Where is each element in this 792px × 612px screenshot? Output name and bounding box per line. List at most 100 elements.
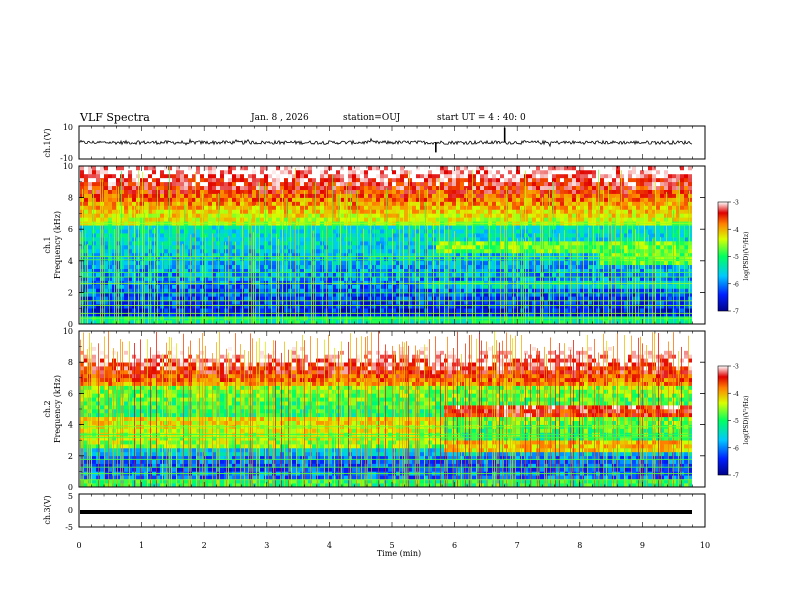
- spectrogram-cell: [380, 241, 384, 246]
- spectrogram-cell: [448, 288, 452, 293]
- spectrogram-cell: [328, 229, 332, 234]
- spectrogram-cell: [444, 304, 448, 309]
- spectrogram-cell: [272, 260, 276, 266]
- spectrogram-cell: [444, 280, 448, 285]
- spectrogram-cell: [460, 169, 464, 175]
- spectrogram-cell: [440, 209, 444, 214]
- spectrogram-cell: [412, 288, 416, 293]
- spectrogram-cell: [572, 189, 576, 194]
- spectrogram-cell: [244, 177, 248, 183]
- spectrogram-cell: [484, 166, 488, 171]
- spectrogram-cell: [300, 245, 304, 250]
- spectrogram-cell: [280, 181, 284, 187]
- spectrogram-cell: [376, 292, 380, 297]
- spectrogram-cell: [456, 245, 460, 250]
- spectrogram-cell: [360, 213, 364, 218]
- spectrogram-cell: [192, 264, 196, 269]
- spectrogram-cell: [528, 256, 532, 262]
- spectrogram-cell: [496, 312, 500, 317]
- spectrogram-cell: [404, 245, 408, 250]
- spectrogram-cell: [128, 213, 132, 218]
- spectrogram-cell: [572, 241, 576, 246]
- spectrogram-cell: [164, 245, 168, 250]
- spectrogram-cell: [488, 209, 492, 214]
- spectrogram-cell: [364, 229, 368, 234]
- spectrogram-cell: [552, 177, 556, 183]
- spectrogram-cell: [292, 256, 296, 262]
- spectrogram-cell: [520, 166, 524, 171]
- spectrogram-cell: [564, 217, 568, 222]
- spectrogram-cell: [508, 233, 512, 238]
- spectrogram-cell: [276, 213, 280, 218]
- spectrogram-cell: [328, 264, 332, 269]
- spectrogram-cell: [460, 185, 464, 190]
- spectrogram-cell: [572, 296, 576, 301]
- spectrogram-cell: [164, 193, 168, 198]
- spectrogram-cell: [144, 225, 148, 230]
- spectrogram-cell: [232, 213, 236, 218]
- spectrogram-cell: [292, 189, 296, 194]
- spectrogram-cell: [256, 248, 260, 254]
- spectrogram-cell: [256, 292, 260, 297]
- spectrogram-cell: [116, 169, 120, 175]
- spectrogram-cell: [544, 197, 548, 202]
- spectrogram-cell: [248, 272, 252, 277]
- spectrogram-cell: [560, 181, 564, 187]
- spectrogram-cell: [176, 304, 180, 309]
- spectrogram-cell: [380, 233, 384, 238]
- spectrogram-cell: [360, 229, 364, 234]
- spectrogram-cell: [128, 308, 132, 313]
- spectrogram-cell: [568, 237, 572, 242]
- spectrogram-cell: [284, 189, 288, 194]
- spectrogram-cell: [260, 248, 264, 254]
- spectrogram-cell: [244, 272, 248, 277]
- spectrogram-cell: [360, 304, 364, 309]
- spectrogram-cell: [144, 248, 148, 254]
- spectrogram-cell: [396, 245, 400, 250]
- spectrogram-cell: [388, 292, 392, 297]
- spectrogram-cell: [420, 268, 424, 273]
- spectrogram-cell: [356, 177, 360, 183]
- spectrogram-cell: [508, 229, 512, 234]
- spectrogram-cell: [496, 185, 500, 190]
- spectrogram-cell: [212, 229, 216, 234]
- spectrogram-cell: [108, 193, 112, 198]
- spectrogram-cell: [412, 304, 416, 309]
- spectrogram-cell: [400, 280, 404, 285]
- spectrogram-cell: [272, 296, 276, 301]
- spectrogram-cell: [436, 296, 440, 301]
- spectrogram-cell: [360, 205, 364, 210]
- spectrogram-cell: [444, 217, 448, 222]
- spectrogram-cell: [288, 181, 292, 187]
- spectrogram-cell: [508, 260, 512, 266]
- spectrogram-cell: [472, 296, 476, 301]
- spectrogram-cell: [184, 185, 188, 190]
- spectrogram-cell: [444, 229, 448, 234]
- spectrogram-cell: [484, 288, 488, 293]
- spectrogram-cell: [496, 304, 500, 309]
- spectrogram-cell: [256, 173, 260, 179]
- spectrogram-cell: [312, 217, 316, 222]
- spectrogram-cell: [524, 166, 528, 171]
- spectrogram-cell: [460, 300, 464, 305]
- spectrogram-cell: [544, 166, 548, 171]
- spectrogram-cell: [400, 308, 404, 313]
- spectrogram-cell: [516, 193, 520, 198]
- spectrogram-cell: [360, 320, 364, 325]
- spectrogram-cell: [268, 217, 272, 222]
- spectrogram-cell: [300, 169, 304, 175]
- spectrogram-cell: [128, 169, 132, 175]
- spectrogram-cell: [512, 201, 516, 206]
- spectrogram-cell: [376, 201, 380, 206]
- spectrogram-cell: [256, 276, 260, 281]
- spectrogram-cell: [560, 233, 564, 238]
- spectrogram-cell: [380, 169, 384, 175]
- spectrogram-cell: [392, 173, 396, 179]
- spectrogram-cell: [320, 217, 324, 222]
- spectrogram-cell: [352, 252, 356, 258]
- spectrogram-cell: [372, 197, 376, 202]
- spectrogram-cell: [188, 193, 192, 198]
- spectrogram-cell: [164, 280, 168, 285]
- spectrogram-cell: [84, 193, 88, 198]
- spectrogram-cell: [308, 304, 312, 309]
